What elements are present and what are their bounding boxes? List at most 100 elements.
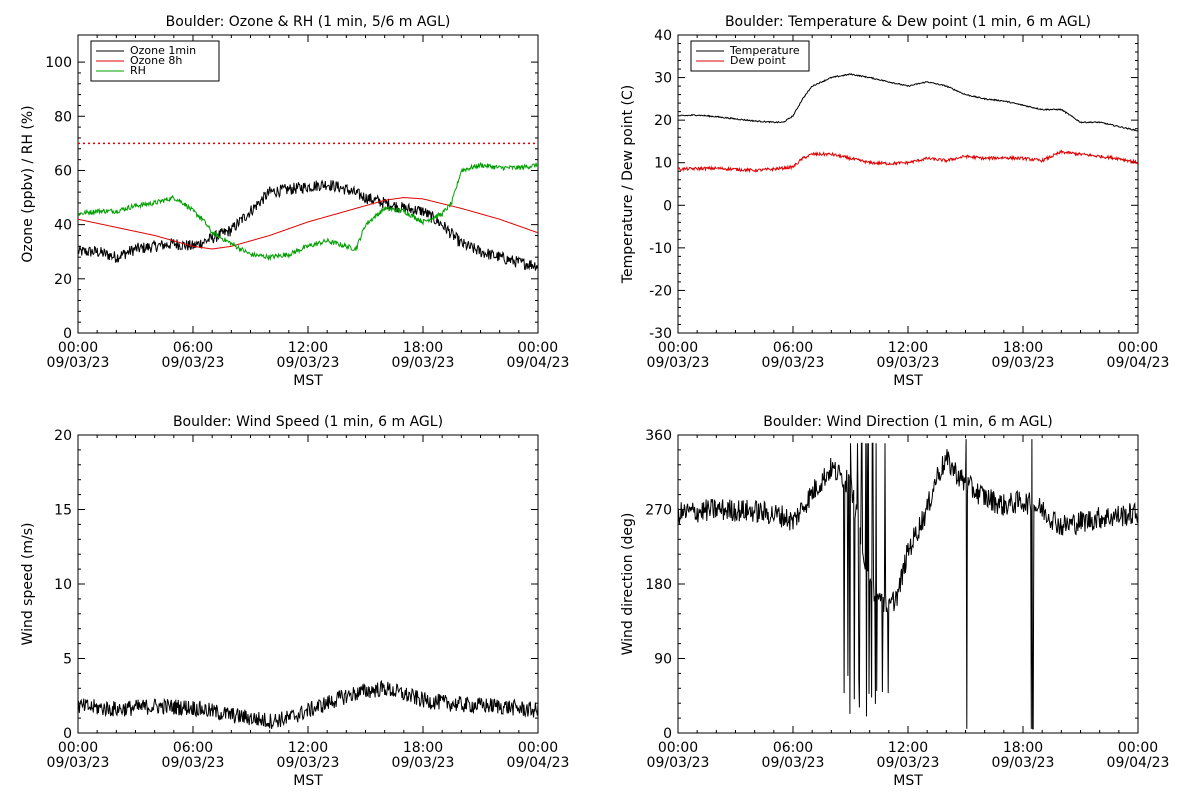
y-tick-label: 360 [645,428,672,444]
y-tick-label: 15 [54,503,72,519]
y-tick-label: 20 [54,428,72,444]
x-tick-label: 00:00 [658,340,698,356]
y-tick-label: 270 [645,503,672,519]
x-tick-date: 09/03/23 [47,355,110,371]
y-tick-label: 40 [654,28,672,44]
y-tick-label: 10 [654,156,672,172]
x-tick-label: 18:00 [1003,740,1043,756]
x-tick-label: 00:00 [1118,340,1158,356]
x-tick-date: 09/03/23 [392,755,455,771]
x-tick-date: 09/03/23 [992,755,1055,771]
x-tick-date: 09/03/23 [877,355,940,371]
legend-label: RH [130,64,146,77]
legend-label: Temperature [729,44,800,57]
x-tick-date: 09/03/23 [277,755,340,771]
x-tick-label: 06:00 [773,740,813,756]
x-tick-date: 09/03/23 [877,755,940,771]
series-line-dew-point [678,149,1138,174]
series-line-ozone-1min [78,179,538,271]
plot-frame [77,434,539,734]
y-tick-label: 0 [63,326,72,342]
series-line-main [678,439,1138,730]
plot-frame [677,434,1139,734]
y-tick-label: -10 [649,241,672,257]
y-tick-label: -20 [649,283,672,299]
y-tick-label: 60 [54,163,72,179]
x-tick-date: 09/03/23 [392,355,455,371]
x-tick-date: 09/04/23 [507,755,570,771]
x-axis-label: MST [893,373,923,389]
x-tick-label: 00:00 [58,740,98,756]
x-tick-date: 09/04/23 [1107,355,1170,371]
series-line-temperature [678,72,1138,132]
chart-panel-1: Boulder: Ozone & RH (1 min, 5/6 m AGL) 0 2… [20,14,569,389]
x-axis-label: MST [293,373,323,389]
legend-label: Ozone 1min [130,44,196,57]
y-tick-label: 40 [54,218,72,234]
x-tick-label: 12:00 [888,340,928,356]
y-tick-label: 0 [663,198,672,214]
x-tick-label: 12:00 [288,340,328,356]
x-tick-date: 09/03/23 [162,755,225,771]
x-tick-date: 09/03/23 [647,755,710,771]
y-tick-label: 10 [54,577,72,593]
x-tick-label: 00:00 [58,340,98,356]
x-tick-date: 09/03/23 [162,355,225,371]
chart-title: Boulder: Wind Direction (1 min, 6 m AGL) [763,414,1052,430]
y-tick-label: 30 [654,71,672,87]
y-tick-label: -30 [649,326,672,342]
x-tick-date: 09/03/23 [277,355,340,371]
x-tick-label: 18:00 [403,740,443,756]
y-tick-label: 80 [54,109,72,125]
x-tick-date: 09/03/23 [762,355,825,371]
series-line-rh [78,161,538,262]
y-tick-label: 180 [645,577,672,593]
y-tick-label: 90 [654,652,672,668]
y-tick-label: 0 [663,726,672,742]
chart-title: Boulder: Ozone & RH (1 min, 5/6 m AGL) [166,14,451,30]
y-tick-label: 100 [45,55,72,71]
x-tick-label: 00:00 [518,740,558,756]
x-tick-label: 00:00 [658,740,698,756]
x-tick-label: 12:00 [888,740,928,756]
plot-frame [677,34,1139,334]
x-tick-date: 09/04/23 [507,355,570,371]
x-tick-date: 09/03/23 [47,755,110,771]
x-tick-date: 09/03/23 [762,755,825,771]
chart-title: Boulder: Temperature & Dew point (1 min,… [725,14,1091,30]
x-tick-label: 18:00 [1003,340,1043,356]
x-axis-label: MST [293,773,323,789]
chart-panel-4: Boulder: Wind Direction (1 min, 6 m AGL)… [620,414,1169,789]
y-tick-label: 20 [54,272,72,288]
x-tick-date: 09/03/23 [647,355,710,371]
y-axis-label: Wind speed (m/s) [20,523,36,646]
legend-label: Ozone 8h [130,54,182,67]
y-axis-label: Wind direction (deg) [620,513,636,656]
y-tick-label: 20 [654,113,672,129]
series-line-main [78,679,538,729]
x-tick-label: 06:00 [173,340,213,356]
chart-panel-2: Boulder: Temperature & Dew point (1 min,… [620,14,1169,389]
x-axis-label: MST [893,773,923,789]
y-axis-label: Ozone (ppbv) / RH (%) [20,105,36,262]
chart-panel-3: Boulder: Wind Speed (1 min, 6 m AGL) 0 5 10… [20,414,569,789]
y-axis-label: Temperature / Dew point (C) [620,85,636,284]
x-tick-date: 09/04/23 [1107,755,1170,771]
series-line-ozone-8h [78,196,538,250]
x-tick-label: 18:00 [403,340,443,356]
x-tick-date: 09/03/23 [992,355,1055,371]
legend-box [690,40,810,72]
chart-title: Boulder: Wind Speed (1 min, 6 m AGL) [173,414,443,430]
x-tick-label: 00:00 [518,340,558,356]
x-tick-label: 00:00 [1118,740,1158,756]
x-tick-label: 06:00 [773,340,813,356]
y-tick-label: 0 [63,726,72,742]
x-tick-label: 12:00 [288,740,328,756]
legend-label: Dew point [730,54,786,67]
y-tick-label: 5 [63,652,72,668]
x-tick-label: 06:00 [173,740,213,756]
